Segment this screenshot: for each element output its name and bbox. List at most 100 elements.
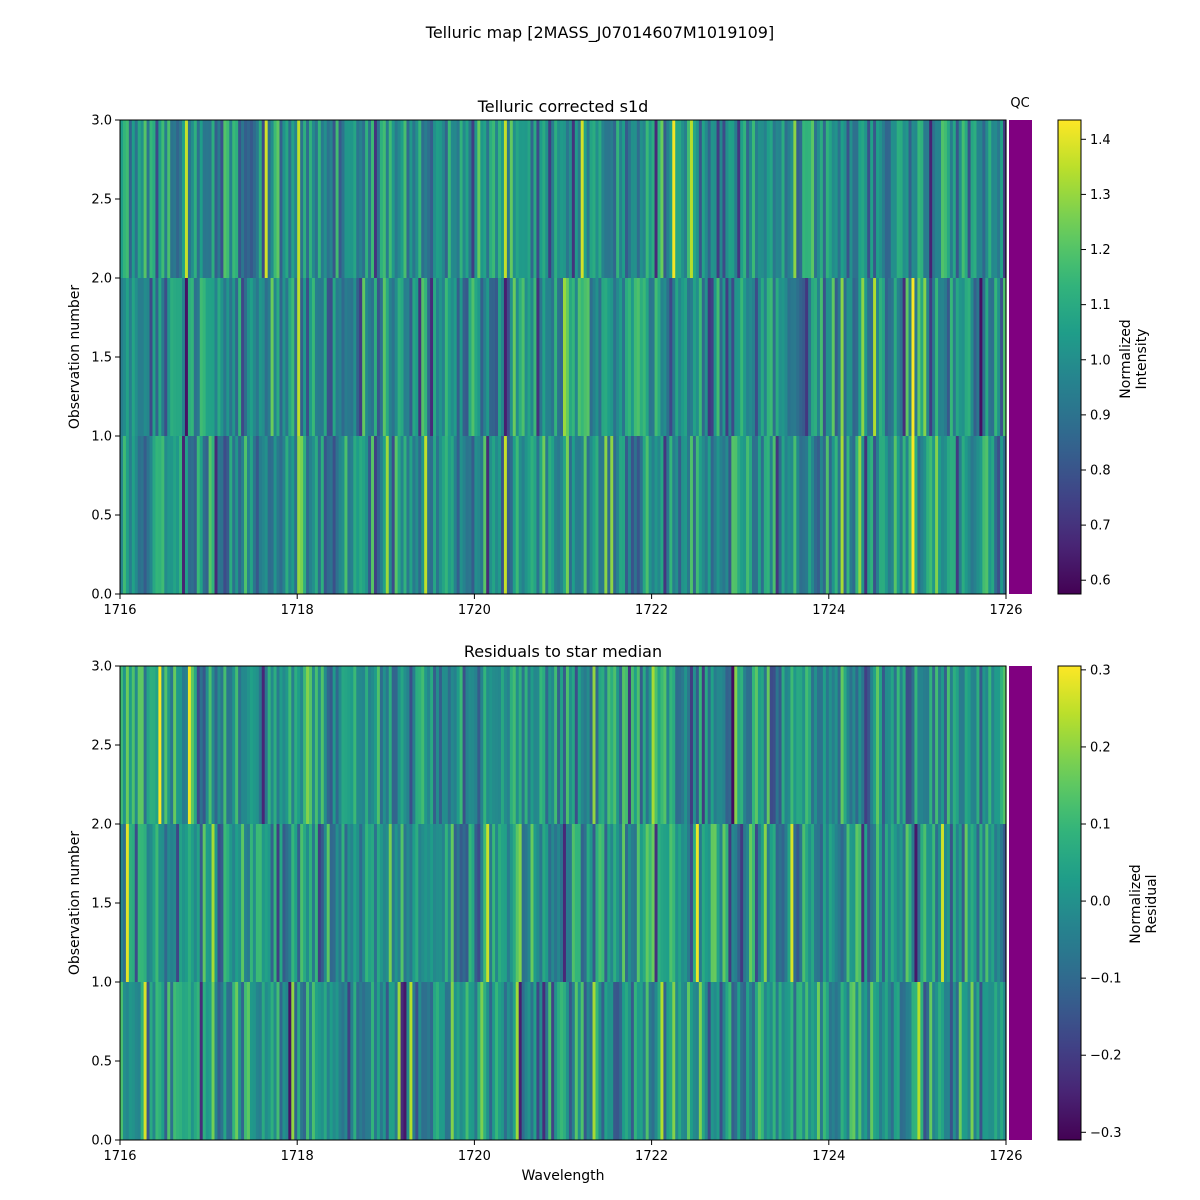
heatmap-cell — [654, 278, 659, 436]
heatmap-cell — [356, 436, 360, 594]
heatmap-cell — [917, 982, 921, 1140]
heatmap-cell — [846, 278, 851, 436]
heatmap-cell — [211, 666, 216, 824]
heatmap-cell — [743, 824, 747, 982]
heatmap-cell — [938, 436, 942, 594]
heatmap-cell — [338, 982, 343, 1140]
heatmap-cell — [858, 436, 862, 594]
heatmap-cell — [769, 982, 774, 1140]
heatmap-cell — [521, 666, 526, 824]
heatmap-cell — [332, 982, 337, 1140]
heatmap-cell — [689, 120, 694, 278]
heatmap-cell — [350, 824, 354, 982]
heatmap-cell — [689, 666, 694, 824]
heatmap-cell — [681, 436, 685, 594]
heatmap-cell — [793, 436, 797, 594]
heatmap-cell — [306, 436, 310, 594]
heatmap-cell — [645, 120, 650, 278]
heatmap-cell — [282, 982, 286, 1140]
heatmap-cell — [766, 824, 771, 982]
heatmap-cell — [908, 278, 913, 436]
heatmap-cell — [846, 436, 851, 594]
heatmap-cell — [557, 278, 561, 436]
heatmap-cell — [961, 120, 966, 278]
heatmap-cell — [982, 278, 986, 436]
heatmap-cell — [607, 278, 611, 436]
heatmap-cell — [373, 436, 378, 594]
heatmap-cell — [926, 120, 930, 278]
heatmap-cell — [143, 982, 148, 1140]
heatmap-cell — [255, 982, 260, 1140]
heatmap-cell — [619, 120, 623, 278]
heatmap-cell — [379, 278, 384, 436]
heatmap-cell — [846, 982, 851, 1140]
heatmap-cell — [320, 436, 325, 594]
heatmap-cell — [403, 436, 408, 594]
heatmap-cell — [409, 824, 413, 982]
heatmap-cell — [967, 666, 972, 824]
heatmap-cell — [551, 982, 555, 1140]
heatmap-cell — [740, 824, 744, 982]
heatmap-cell — [802, 824, 806, 982]
heatmap-cell — [589, 666, 594, 824]
heatmap-cell — [205, 120, 210, 278]
heatmap-cell — [964, 120, 969, 278]
heatmap-cell — [170, 278, 174, 436]
heatmap-cell — [698, 120, 703, 278]
heatmap-cell — [805, 120, 809, 278]
heatmap-cell — [164, 982, 168, 1140]
heatmap-cell — [687, 982, 691, 1140]
heatmap-cell — [232, 120, 236, 278]
heatmap-cell — [710, 120, 715, 278]
heatmap-cell — [441, 120, 446, 278]
heatmap-cell — [568, 120, 573, 278]
heatmap-cell — [796, 278, 800, 436]
heatmap-cell — [660, 666, 665, 824]
heatmap-cell — [879, 824, 883, 982]
heatmap-cell — [563, 436, 567, 594]
heatmap-cell — [433, 666, 437, 824]
heatmap-cell — [902, 666, 907, 824]
heatmap-cell — [648, 436, 653, 594]
x-tick-label: 1724 — [812, 1149, 845, 1164]
heatmap-cell — [456, 436, 461, 594]
heatmap-cell — [548, 982, 552, 1140]
heatmap-cell — [273, 278, 278, 436]
heatmap-cell — [273, 666, 278, 824]
heatmap-cell — [359, 982, 363, 1140]
heatmap-cell — [238, 666, 242, 824]
heatmap-cell — [926, 278, 930, 436]
heatmap-cell — [288, 278, 292, 436]
heatmap-cell — [196, 666, 201, 824]
heatmap-cell — [285, 120, 289, 278]
heatmap-cell — [347, 666, 351, 824]
heatmap-cell — [506, 120, 511, 278]
heatmap-cell — [400, 982, 405, 1140]
heatmap-cell — [285, 824, 289, 982]
heatmap-cell — [961, 436, 966, 594]
heatmap-cell — [279, 120, 284, 278]
heatmap-cell — [893, 982, 898, 1140]
heatmap-cell — [701, 436, 706, 594]
heatmap-cell — [949, 120, 954, 278]
colorbar-tick-label: 1.3 — [1090, 188, 1111, 203]
heatmap-cell — [344, 982, 348, 1140]
heatmap-cell — [311, 824, 316, 982]
heatmap-cell — [571, 278, 576, 436]
heatmap-cell — [867, 278, 871, 436]
heatmap-cell — [772, 120, 777, 278]
heatmap-cell — [920, 982, 924, 1140]
heatmap-cell — [932, 436, 936, 594]
heatmap-cell — [822, 436, 827, 594]
heatmap-cell — [822, 666, 827, 824]
heatmap-cell — [530, 120, 535, 278]
heatmap-cell — [870, 436, 874, 594]
x-tick-label: 1722 — [635, 1149, 668, 1164]
heatmap-cell — [359, 278, 363, 436]
heatmap-cell — [226, 666, 230, 824]
heatmap-cell — [489, 278, 493, 436]
heatmap-cell — [184, 666, 189, 824]
heatmap-cell — [430, 120, 434, 278]
heatmap-cell — [622, 982, 626, 1140]
x-tick-label: 1724 — [812, 603, 845, 618]
